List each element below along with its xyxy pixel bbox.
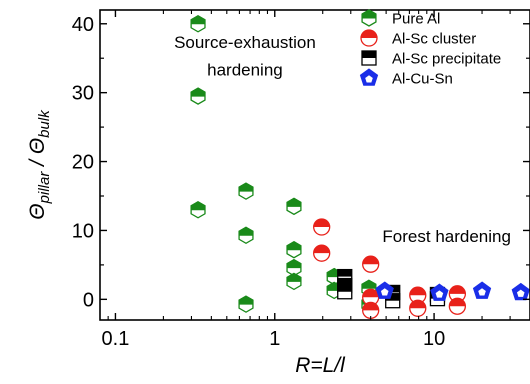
data-point-pure-al	[286, 197, 302, 216]
legend-marker	[361, 50, 377, 66]
legend-label: Al-Sc precipitate	[392, 51, 501, 68]
marker-fill	[361, 9, 377, 19]
y-tick-label: 30	[72, 83, 94, 105]
marker-fill	[385, 293, 400, 301]
data-point-al-sc-cluster	[409, 299, 427, 317]
data-point-al-sc-cluster	[362, 301, 380, 320]
y-axis-label: Θpillar / Θbulk	[26, 109, 53, 220]
x-tick-label: 0.1	[102, 328, 130, 350]
x-tick-label: 10	[423, 328, 445, 350]
marker-fill	[409, 300, 426, 309]
marker-fill	[362, 289, 379, 298]
data-point-pure-al	[286, 258, 302, 277]
legend-marker	[360, 29, 378, 47]
annotations: Source-exhaustion hardening Forest hardeni…	[174, 33, 511, 246]
legend: Pure Al Al-Sc cluster Al-Sc precipitate Al-…	[359, 9, 501, 88]
data-point-pure-al	[190, 201, 206, 219]
legend-label: Al-Sc cluster	[392, 31, 476, 48]
marker-fill	[362, 51, 376, 58]
y-tick-label: 0	[83, 289, 94, 311]
legend-label: Pure Al	[392, 11, 440, 28]
marker-hole	[365, 75, 373, 83]
marker-fill	[238, 182, 254, 192]
data-point-al-cu-sn	[511, 282, 530, 301]
plot-frame	[99, 9, 530, 321]
x-axis-label: R=L/l	[295, 354, 346, 377]
marker-fill	[190, 87, 206, 97]
legend-label: Al-Cu-Sn	[392, 71, 453, 88]
marker-fill	[313, 219, 330, 227]
marker-hole	[478, 288, 486, 296]
marker-fill	[361, 30, 377, 38]
y-tick-label: 10	[72, 220, 94, 242]
data-point-pure-al	[190, 15, 206, 33]
marker-fill	[286, 241, 302, 251]
data-point-pure-al	[286, 272, 302, 291]
marker-fill	[190, 15, 206, 25]
marker-fill	[286, 259, 302, 269]
marker-fill	[313, 245, 330, 254]
annotation-text: Forest hardening	[382, 227, 511, 246]
marker-fill	[449, 298, 466, 307]
axes-layer: 0 10 20 30 40 0.1 1 10 R=L/l Θpillar / Θbulk	[26, 10, 530, 377]
marker-hole	[516, 289, 525, 297]
marker-fill	[337, 278, 352, 286]
legend-marker	[361, 9, 377, 27]
data-point-pure-al	[286, 240, 302, 259]
marker-fill	[190, 201, 206, 211]
marker-fill	[286, 272, 302, 282]
marker-fill	[362, 256, 379, 265]
x-tick-label: 1	[269, 328, 280, 350]
marker-fill	[337, 284, 352, 292]
data-point-pure-al	[238, 226, 254, 245]
data-point-al-cu-sn	[375, 281, 394, 299]
marker-fill	[409, 287, 426, 296]
data-point-al-sc-cluster	[448, 297, 467, 315]
marker-fill	[449, 285, 466, 294]
legend-marker	[359, 68, 379, 86]
y-tick-label: 40	[72, 14, 94, 36]
data-point-pure-al	[190, 87, 206, 105]
marker-fill	[238, 226, 254, 236]
data-point-al-sc-cluster	[448, 285, 467, 303]
marker-hole	[380, 288, 389, 296]
marker-fill	[286, 197, 302, 207]
marker-hole	[435, 290, 444, 298]
data-point-al-sc-cluster	[362, 255, 380, 273]
marker-fill	[238, 295, 254, 305]
annotation-text: Source-exhaustion	[174, 33, 316, 52]
data-point-pure-al	[238, 295, 254, 313]
marks-layer	[190, 15, 530, 320]
annotation-text: hardening	[207, 60, 283, 79]
data-point-pure-al	[238, 182, 254, 200]
data-point-al-sc-precipitate	[337, 284, 353, 300]
data-point-al-sc-cluster	[313, 244, 331, 262]
data-point-al-sc-cluster	[313, 218, 331, 236]
marker-fill	[362, 302, 379, 311]
data-point-al-cu-sn	[430, 283, 449, 301]
data-point-al-cu-sn	[472, 281, 492, 299]
marker-fill	[337, 269, 352, 277]
y-tick-label: 20	[72, 152, 94, 174]
marker-fill	[361, 279, 377, 289]
